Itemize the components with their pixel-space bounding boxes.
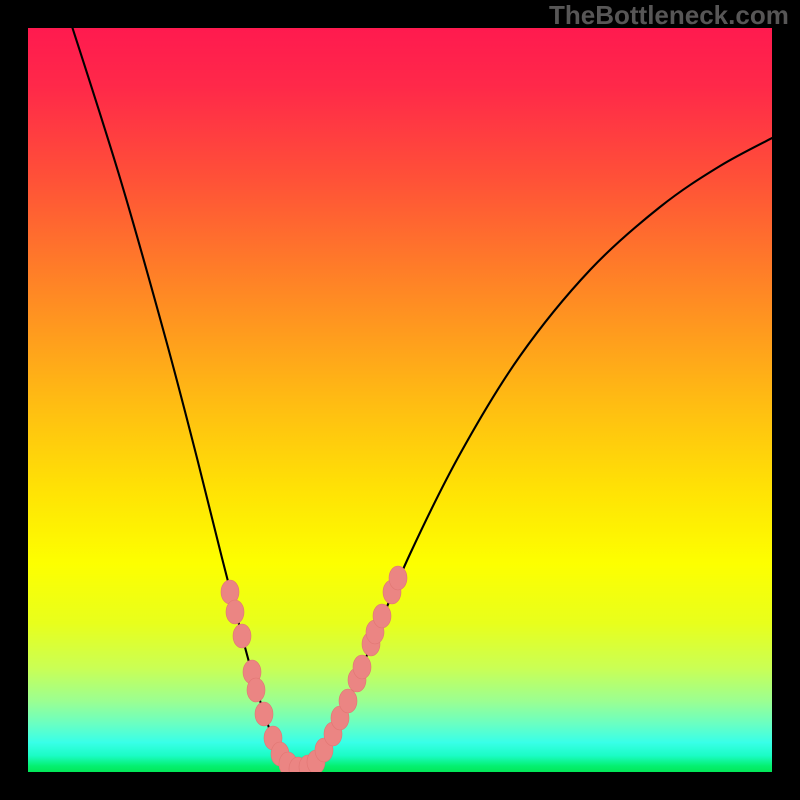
black-frame <box>0 0 800 800</box>
watermark-text: TheBottleneck.com <box>549 0 789 31</box>
